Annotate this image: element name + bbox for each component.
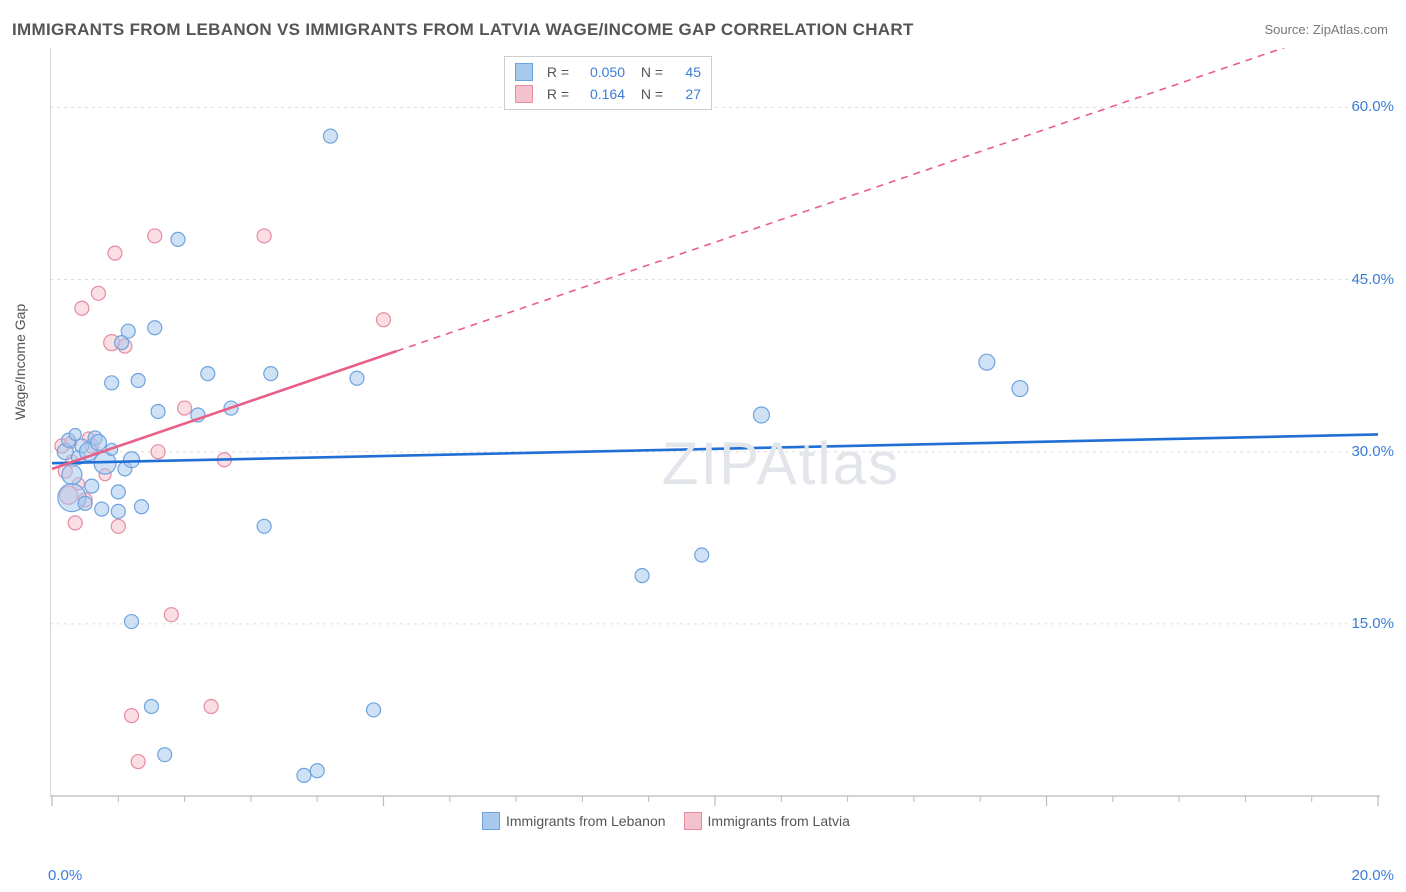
legend-swatch <box>684 812 702 830</box>
legend-correlation-row: R = 0.164 N = 27 <box>515 83 701 105</box>
y-tick-label: 30.0% <box>1351 443 1394 460</box>
legend-r-label: R = <box>541 83 569 105</box>
y-axis-label: Wage/Income Gap <box>12 304 28 420</box>
x-tick-label: 20.0% <box>1351 867 1394 884</box>
chart-title: IMMIGRANTS FROM LEBANON VS IMMIGRANTS FR… <box>12 20 914 40</box>
legend-r-value: 0.164 <box>577 83 625 105</box>
legend-n-label: N = <box>633 61 663 83</box>
y-tick-label: 45.0% <box>1351 271 1394 288</box>
legend-series-label: Immigrants from Lebanon <box>506 813 666 829</box>
legend-n-value: 27 <box>671 83 701 105</box>
legend-swatch <box>482 812 500 830</box>
plot-svg <box>50 48 1380 838</box>
legend-n-value: 45 <box>671 61 701 83</box>
plot-area: ZIPAtlas R =0.050N =45R =0.164N =27 Immi… <box>50 48 1380 838</box>
source-credit: Source: ZipAtlas.com <box>1264 22 1388 37</box>
legend-series-item: Immigrants from Lebanon <box>482 812 666 830</box>
x-tick-label: 0.0% <box>48 867 82 884</box>
legend-swatch <box>515 63 533 81</box>
legend-correlation-box: R = 0.050 N = 45 R = 0.164 N = 27 <box>504 56 712 110</box>
legend-bottom: Immigrants from Lebanon Immigrants from L… <box>482 812 850 830</box>
legend-correlation-row: R = 0.050 N = 45 <box>515 61 701 83</box>
legend-r-label: R = <box>541 61 569 83</box>
legend-series-item: Immigrants from Latvia <box>684 812 850 830</box>
y-tick-label: 15.0% <box>1351 615 1394 632</box>
y-tick-label: 60.0% <box>1351 98 1394 115</box>
legend-r-value: 0.050 <box>577 61 625 83</box>
legend-swatch <box>515 85 533 103</box>
legend-n-label: N = <box>633 83 663 105</box>
legend-series-label: Immigrants from Latvia <box>708 813 850 829</box>
chart-container: IMMIGRANTS FROM LEBANON VS IMMIGRANTS FR… <box>0 0 1406 892</box>
